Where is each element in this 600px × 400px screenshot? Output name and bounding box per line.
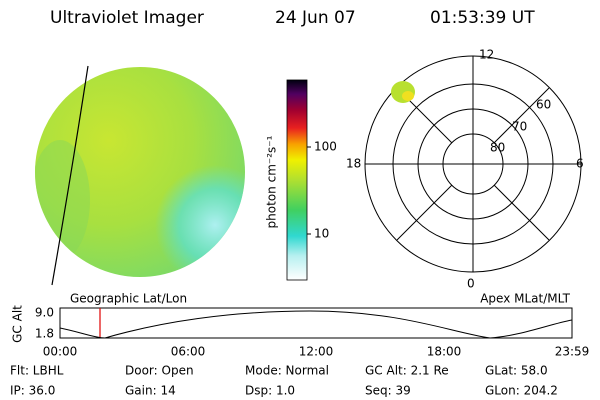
y-axis-label: GC Alt [11, 305, 25, 343]
info-field: GC Alt: 2.1 Re [365, 364, 449, 378]
x-tick-label: 06:00 [171, 345, 206, 359]
info-field: GLon: 204.2 [485, 384, 558, 398]
mlt-label: 18 [346, 157, 361, 171]
altitude-plot [59, 307, 573, 339]
x-tick-label: 23:59 [555, 345, 590, 359]
uv-image [35, 65, 245, 286]
mlt-label: 12 [479, 48, 494, 62]
y-tick-label: 9.0 [35, 306, 54, 320]
info-field: Mode: Normal [245, 364, 329, 378]
x-tick-label: 18:00 [427, 345, 462, 359]
aurora-spot [391, 81, 415, 103]
mlat-label: 60 [536, 98, 551, 112]
info-field: GLat: 58.0 [485, 364, 548, 378]
info-field: Flt: LBHL [10, 364, 64, 378]
caption: Geographic Lat/Lon [70, 292, 187, 306]
caption: Apex MLat/MLT [480, 292, 570, 306]
polar-grid [364, 55, 582, 273]
info-field: Dsp: 1.0 [245, 384, 295, 398]
x-tick-label: 00:00 [43, 345, 78, 359]
info-field: Door: Open [125, 364, 194, 378]
y-tick-label: 1.8 [35, 327, 54, 341]
colorbar-label: photon cm⁻²s⁻¹ [265, 135, 279, 228]
info-field: Gain: 14 [125, 384, 176, 398]
info-field: IP: 36.0 [10, 384, 55, 398]
info-field: Seq: 39 [365, 384, 411, 398]
title: Ultraviolet Imager [50, 8, 204, 28]
mlt-label: 0 [467, 277, 475, 291]
colorbar-tick-label: 100 [314, 140, 337, 154]
mlt-label: 6 [576, 157, 584, 171]
colorbar [286, 79, 308, 281]
x-tick-label: 12:00 [299, 345, 334, 359]
colorbar-tick-label: 10 [314, 227, 329, 241]
mlat-label: 80 [490, 141, 505, 155]
mlat-label: 70 [512, 120, 527, 134]
time: 01:53:39 UT [430, 8, 535, 28]
date: 24 Jun 07 [275, 8, 356, 28]
